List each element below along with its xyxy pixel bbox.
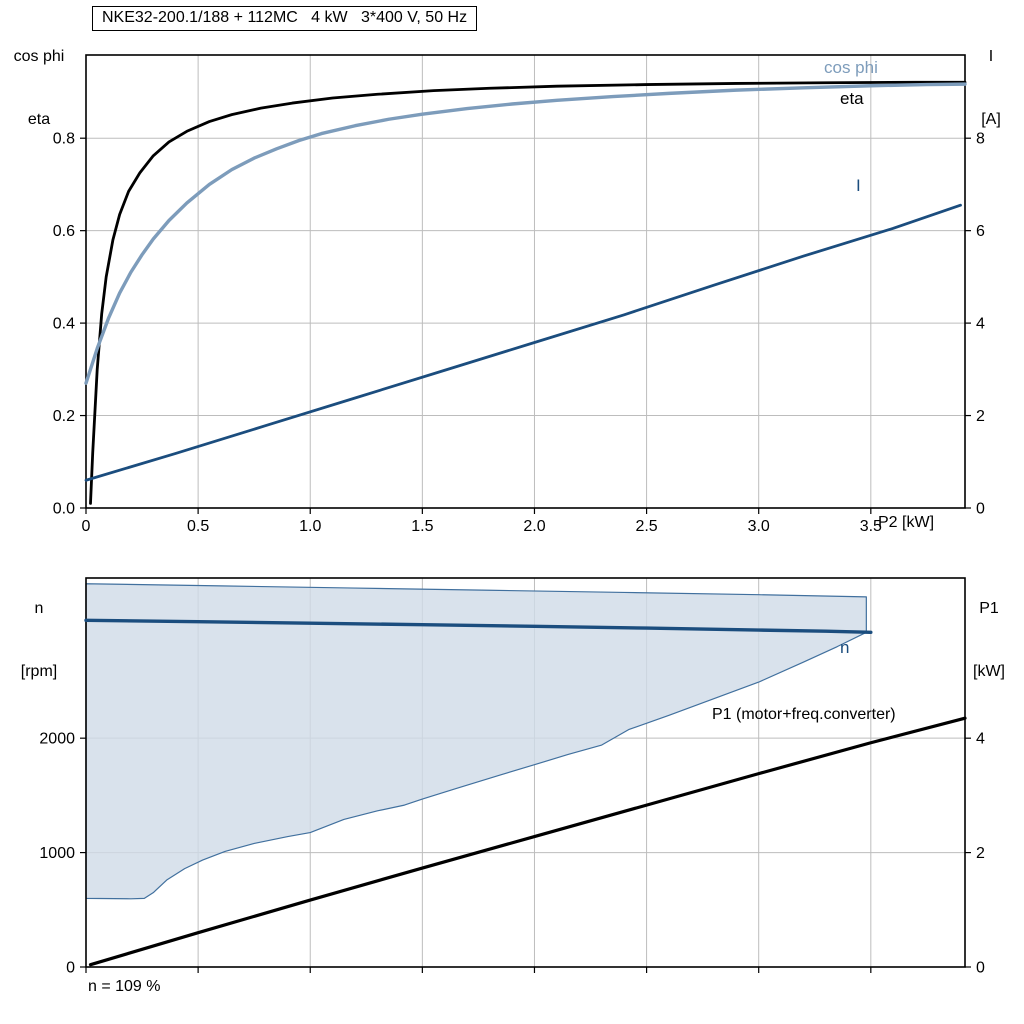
svg-text:2.5: 2.5 [635,518,657,535]
svg-text:2: 2 [976,845,985,862]
svg-text:4: 4 [976,316,985,333]
svg-text:1.5: 1.5 [411,518,433,535]
eta-curve-label: eta [840,89,864,108]
right-axis-label-line1: I [988,48,994,65]
svg-text:6: 6 [976,223,985,240]
speed-axis-label-line2: [rpm] [20,663,58,680]
svg-text:0: 0 [66,960,75,977]
speed-percentage-note: n = 109 % [88,978,161,995]
speed-axis-label-line1: n [34,600,44,617]
left-axis-label-line2: eta [27,111,51,128]
chart-title: NKE32-200.1/188 + 112MC 4 kW 3*400 V, 50… [92,6,478,31]
speed-curve-label: n [840,638,850,657]
svg-text:3.5: 3.5 [860,518,882,535]
svg-text:0.4: 0.4 [53,316,75,333]
right-axis-label-line2: [A] [981,111,1001,128]
svg-text:2.0: 2.0 [523,518,545,535]
bottom-left-axis-label: n [rpm] [2,556,76,724]
svg-text:2: 2 [976,408,985,425]
svg-text:1000: 1000 [39,845,75,862]
svg-text:0.0: 0.0 [53,501,75,518]
p1-axis-label-line2: [kW] [973,663,1005,680]
svg-text:0.6: 0.6 [53,223,75,240]
left-axis-label-line1: cos phi [13,48,65,65]
p1-curve-label: P1 (motor+freq.converter) [712,706,896,723]
svg-text:0: 0 [976,960,985,977]
svg-text:1.0: 1.0 [299,518,321,535]
svg-text:0: 0 [976,501,985,518]
cos-phi-curve-label: cos phi [824,58,878,77]
svg-text:2000: 2000 [39,731,75,748]
svg-text:0.2: 0.2 [53,408,75,425]
x-axis-label: P2 [kW] [878,514,935,531]
current-curve-label: I [856,176,861,195]
svg-text:0: 0 [82,518,91,535]
svg-text:0.8: 0.8 [53,131,75,148]
p1-axis-label-line1: P1 [979,600,999,617]
svg-text:8: 8 [976,131,985,148]
svg-text:3.0: 3.0 [748,518,770,535]
bottom-right-axis-label: P1 [kW] [958,556,1020,724]
svg-text:4: 4 [976,731,985,748]
top-left-axis-label: cos phi eta [4,4,74,172]
top-right-axis-label: I [A] [962,4,1020,172]
svg-text:0.5: 0.5 [187,518,209,535]
